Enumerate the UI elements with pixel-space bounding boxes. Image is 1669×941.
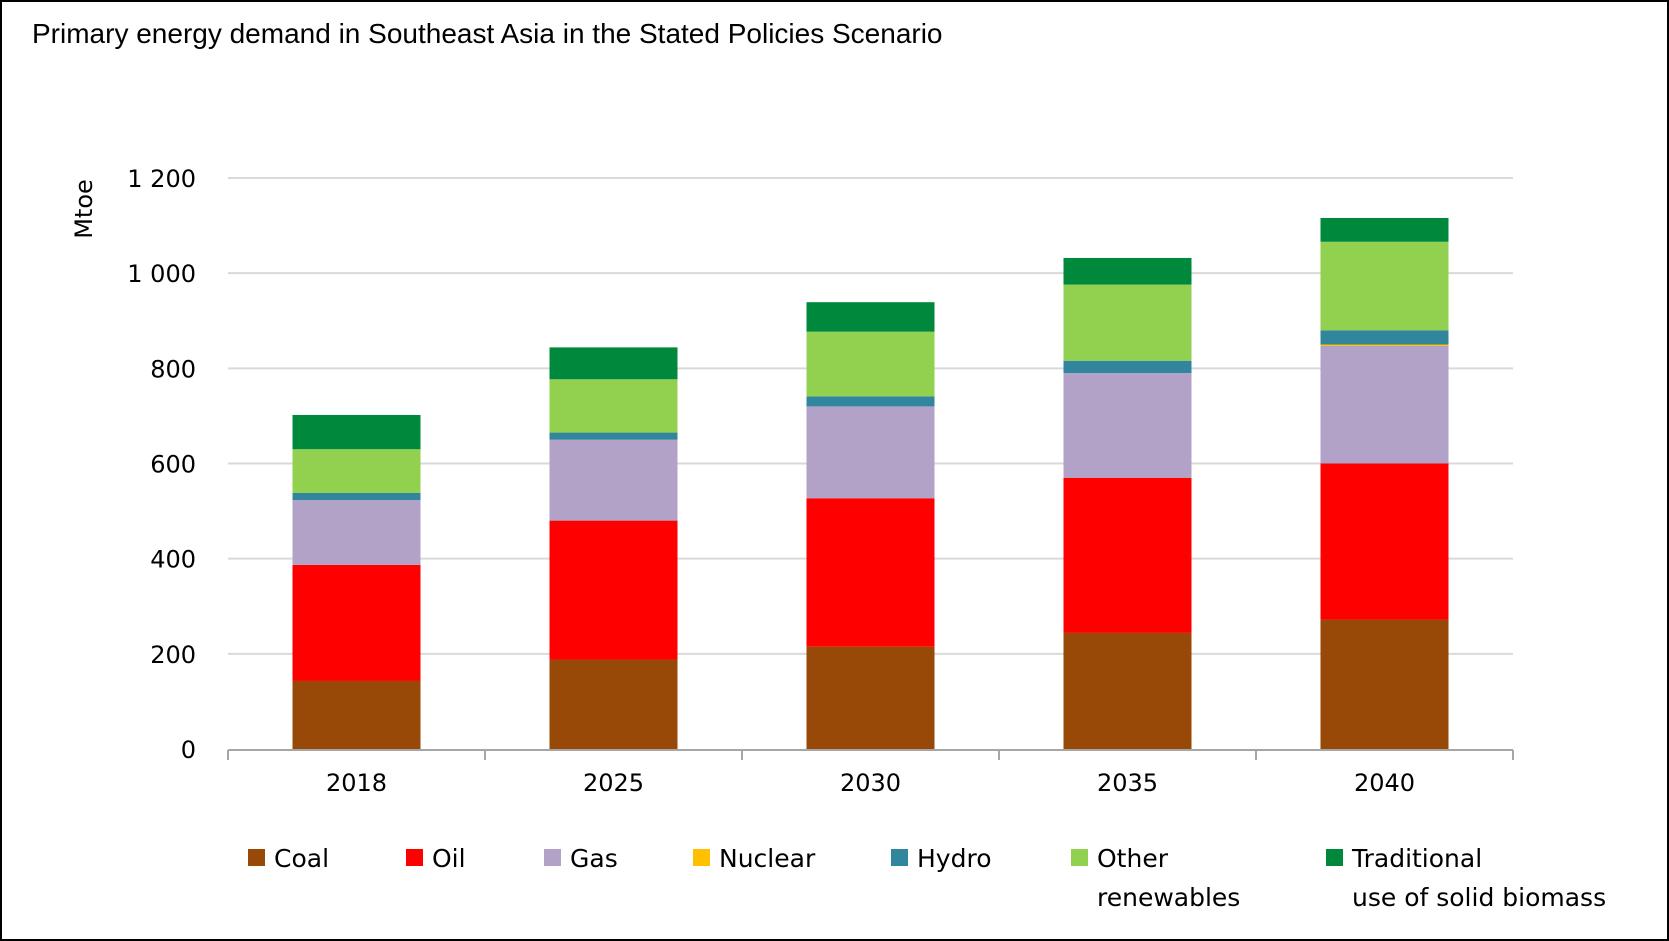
x-tick-label: 2040 (1354, 769, 1415, 797)
bar-segment (1063, 360, 1192, 374)
bar-segment (1320, 241, 1449, 331)
bar-segment (292, 564, 421, 681)
bar-segment (549, 659, 678, 749)
bar-segment (292, 500, 421, 565)
chart-title: Primary energy demand in Southeast Asia … (32, 18, 943, 49)
legend-label: Traditional (1351, 844, 1482, 873)
bar-segment (292, 680, 421, 749)
bar-segment (292, 449, 421, 494)
x-tick-label: 2035 (1097, 769, 1158, 797)
y-tick-label: 600 (150, 451, 196, 479)
y-tick-label: 200 (150, 641, 196, 669)
bar-segment (1320, 345, 1449, 464)
bar-segment (549, 432, 678, 440)
bar-segment (1320, 217, 1449, 242)
bar-segment (1063, 284, 1192, 361)
legend-label: Coal (274, 844, 329, 873)
bar-segment (1320, 344, 1449, 346)
bar-segment (806, 302, 935, 332)
legend-swatch (248, 849, 265, 866)
axes: 0 200 400 600 800 1 000 1 200 2018 2025 2030 2035 2… (127, 165, 1514, 797)
legend-label: Oil (432, 844, 466, 873)
bar-segment (1063, 477, 1192, 633)
bar-segment (292, 493, 421, 501)
y-tick-label: 400 (150, 546, 196, 574)
bar-segment (806, 396, 935, 407)
legend: Coal Oil Gas Nuclear Hydro Other renewables Tra… (248, 844, 1606, 912)
bar-segment (1320, 463, 1449, 620)
legend-label: Nuclear (719, 844, 816, 873)
bar-segment (1063, 373, 1192, 478)
x-tick-label: 2018 (326, 769, 387, 797)
bar-segment (292, 414, 421, 450)
x-tick-label: 2025 (583, 769, 644, 797)
legend-swatch (693, 849, 710, 866)
bar-segment (549, 520, 678, 660)
y-axis-label: Mtoe (70, 179, 98, 239)
y-tick-label: 1 000 (127, 260, 196, 288)
y-tick-label: 1 200 (127, 165, 196, 193)
x-tick-label: 2030 (840, 769, 901, 797)
bar-segment (1320, 330, 1449, 345)
bar-segment (1063, 257, 1192, 285)
legend-swatch (406, 849, 423, 866)
bar-segment (1063, 632, 1192, 749)
y-tick-label: 800 (150, 355, 196, 383)
legend-swatch (544, 849, 561, 866)
legend-label: Other (1097, 844, 1169, 873)
legend-label: Hydro (917, 844, 992, 873)
bar-segment (806, 646, 935, 749)
bar-segment (1320, 619, 1449, 749)
bar-segment (806, 331, 935, 397)
y-tick-label: 0 (181, 736, 196, 764)
bars (292, 217, 1449, 749)
legend-swatch (1071, 849, 1088, 866)
legend-label: Gas (570, 844, 618, 873)
bar-segment (806, 406, 935, 499)
legend-label: renewables (1097, 883, 1240, 912)
bar-segment (806, 498, 935, 647)
legend-label: use of solid biomass (1352, 883, 1606, 912)
legend-swatch (891, 849, 908, 866)
legend-swatch (1326, 849, 1343, 866)
bar-segment (549, 347, 678, 380)
bar-segment (549, 379, 678, 433)
bar-segment (549, 439, 678, 521)
